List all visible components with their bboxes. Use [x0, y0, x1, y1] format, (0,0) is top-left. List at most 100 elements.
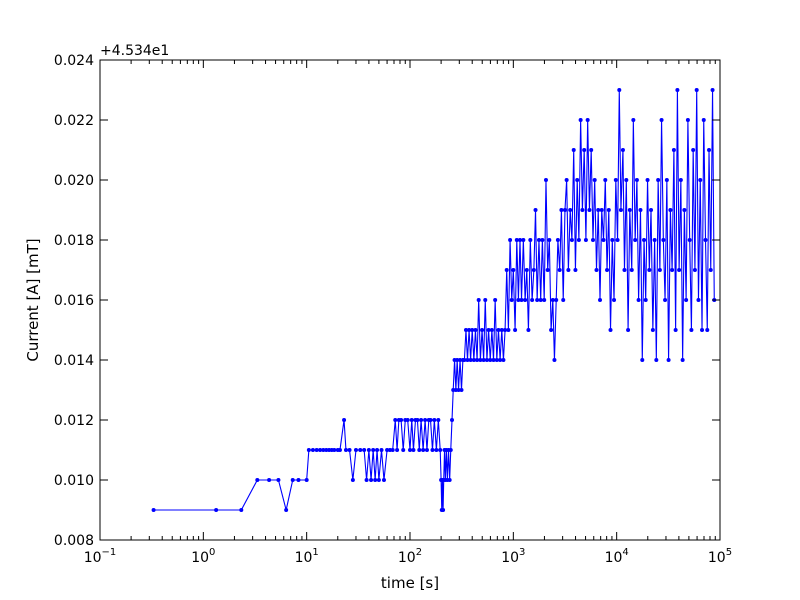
- data-point: [566, 268, 571, 272]
- data-point: [659, 118, 664, 122]
- data-point: [650, 328, 655, 332]
- data-point: [491, 358, 496, 362]
- data-point: [471, 358, 476, 362]
- data-point: [267, 478, 272, 482]
- data-point: [620, 148, 625, 152]
- data-point: [415, 418, 420, 422]
- data-point: [599, 208, 604, 212]
- data-point: [423, 418, 428, 422]
- data-point: [428, 418, 433, 422]
- data-point: [462, 358, 467, 362]
- data-point: [430, 448, 435, 452]
- data-point: [310, 448, 315, 452]
- data-point: [276, 478, 281, 482]
- data-point: [465, 358, 470, 362]
- data-point: [569, 238, 574, 242]
- data-point: [700, 328, 705, 332]
- x-tick-label: 10−1: [84, 547, 117, 566]
- data-point: [514, 238, 519, 242]
- data-point: [692, 268, 697, 272]
- data-point: [675, 88, 680, 92]
- data-point: [535, 298, 540, 302]
- data-point: [629, 268, 634, 272]
- data-point: [627, 208, 632, 212]
- data-point: [606, 208, 611, 212]
- data-point: [707, 148, 712, 152]
- data-point: [703, 238, 708, 242]
- data-point: [647, 268, 652, 272]
- data-point: [636, 298, 641, 302]
- data-point: [649, 208, 654, 212]
- data-point: [670, 268, 675, 272]
- data-point: [405, 418, 410, 422]
- data-point: [517, 238, 522, 242]
- data-point: [468, 358, 473, 362]
- data-point: [342, 418, 347, 422]
- x-tick-label: 101: [295, 547, 319, 566]
- data-point: [612, 298, 617, 302]
- data-point: [409, 418, 414, 422]
- data-point: [459, 388, 464, 392]
- data-point: [696, 298, 701, 302]
- data-point: [547, 238, 552, 242]
- data-point: [605, 268, 610, 272]
- data-point: [401, 448, 406, 452]
- data-point: [664, 178, 669, 182]
- y-offset-text: +4.534e1: [100, 43, 169, 59]
- data-point: [562, 208, 567, 212]
- data-point: [538, 298, 543, 302]
- data-point: [618, 208, 623, 212]
- data-point: [710, 88, 715, 92]
- data-point: [689, 328, 694, 332]
- data-point: [508, 238, 513, 242]
- data-point: [668, 208, 673, 212]
- data-point: [677, 268, 682, 272]
- data-point: [324, 448, 329, 452]
- data-point: [470, 328, 475, 332]
- data-point: [364, 478, 369, 482]
- data-point: [504, 268, 509, 272]
- y-tick-label: 0.024: [54, 53, 94, 69]
- y-tick-label: 0.022: [54, 113, 94, 129]
- data-point: [419, 418, 424, 422]
- data-point: [458, 358, 463, 362]
- data-point: [638, 208, 643, 212]
- data-point: [552, 358, 557, 362]
- y-tick-label: 0.012: [54, 413, 94, 429]
- data-point: [678, 178, 683, 182]
- data-point: [663, 298, 668, 302]
- data-point: [642, 238, 647, 242]
- y-tick-label: 0.008: [54, 533, 94, 549]
- data-point: [673, 328, 678, 332]
- data-point: [585, 118, 590, 122]
- data-point: [533, 208, 538, 212]
- y-tick-label: 0.020: [54, 173, 94, 189]
- data-point: [347, 448, 352, 452]
- data-point: [557, 268, 562, 272]
- data-point: [494, 358, 499, 362]
- data-point: [304, 478, 309, 482]
- data-point: [513, 328, 518, 332]
- data-point: [523, 298, 528, 302]
- data-point: [366, 448, 371, 452]
- data-point: [484, 358, 489, 362]
- data-point: [622, 268, 627, 272]
- data-point: [661, 238, 666, 242]
- data-point: [705, 328, 710, 332]
- data-point: [350, 478, 355, 482]
- data-point: [576, 238, 581, 242]
- data-point: [603, 178, 608, 182]
- data-point: [483, 298, 488, 302]
- data-point: [511, 268, 516, 272]
- data-point: [582, 148, 587, 152]
- data-point: [381, 478, 386, 482]
- data-point: [493, 298, 498, 302]
- data-point: [456, 388, 461, 392]
- data-point: [573, 268, 578, 272]
- data-point: [687, 238, 692, 242]
- data-point: [353, 448, 358, 452]
- data-point: [540, 238, 545, 242]
- data-point: [214, 508, 219, 512]
- data-point: [519, 298, 524, 302]
